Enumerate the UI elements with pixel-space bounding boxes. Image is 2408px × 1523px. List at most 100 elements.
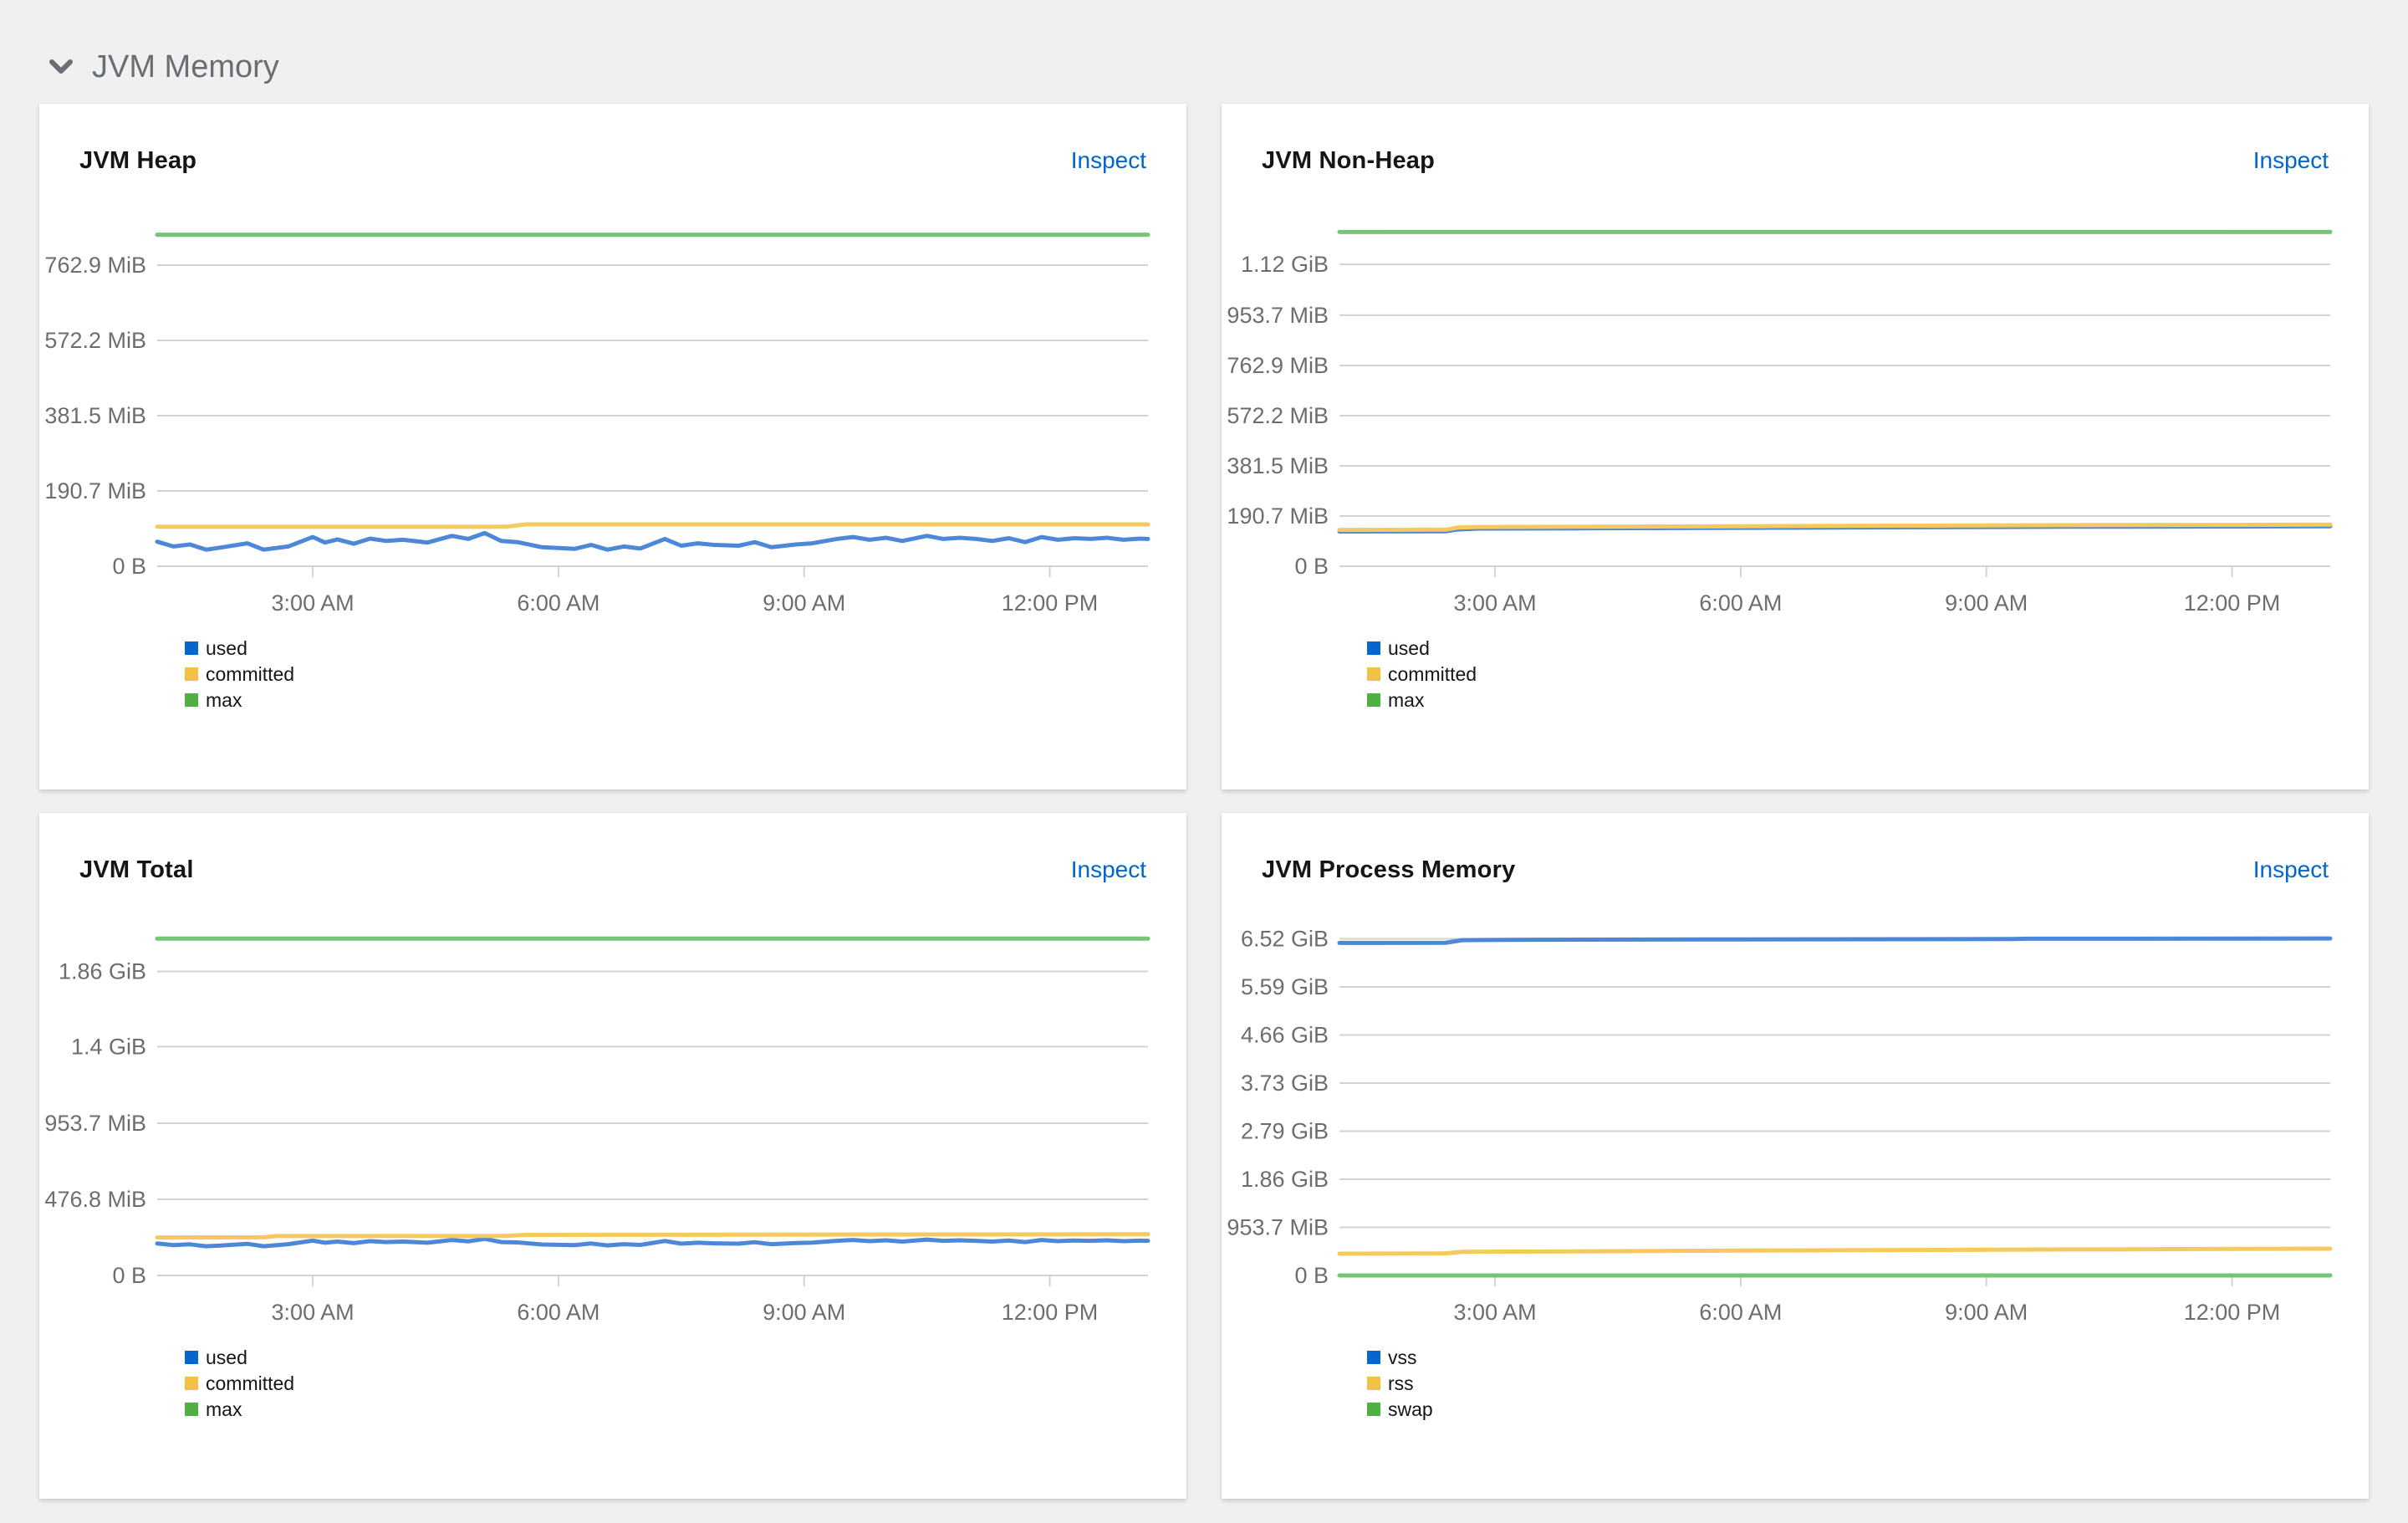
legend-item-used: used bbox=[185, 637, 294, 659]
y-tick-label: 953.7 MiB bbox=[1227, 303, 1329, 328]
legend-item-rss: rss bbox=[1367, 1374, 1433, 1393]
legend-swatch-vss bbox=[1367, 1351, 1380, 1364]
panel-jvm-process-memory: JVM Process Memory Inspect 6.52 GiB 5.59 … bbox=[1222, 813, 2369, 1499]
legend-item-committed: committed bbox=[1367, 663, 1477, 685]
x-tick-label: 3:00 AM bbox=[1454, 590, 1537, 616]
y-tick-label: 381.5 MiB bbox=[44, 403, 146, 428]
x-tick-label: 9:00 AM bbox=[1945, 590, 2028, 616]
x-tick-label: 6:00 AM bbox=[517, 590, 599, 616]
legend-item-swap: swap bbox=[1367, 1398, 1433, 1420]
legend-item-committed: committed bbox=[185, 663, 295, 685]
legend-label: committed bbox=[206, 663, 295, 685]
legend-item-used: used bbox=[185, 1348, 294, 1367]
legend-item-committed: committed bbox=[185, 1374, 294, 1393]
chart-legend: used committed max bbox=[185, 1348, 294, 1420]
legend-swatch-committed bbox=[185, 667, 198, 681]
panel-title: JVM Total bbox=[79, 856, 194, 883]
series-line-committed bbox=[155, 522, 1150, 529]
y-tick-label: 572.2 MiB bbox=[1227, 403, 1329, 428]
series-line-used bbox=[155, 530, 1150, 552]
legend-swatch-rss bbox=[1367, 1377, 1380, 1390]
y-tick-label: 0 B bbox=[112, 1263, 146, 1288]
inspect-link[interactable]: Inspect bbox=[2252, 147, 2329, 173]
line-chart[interactable]: 6.52 GiB 5.59 GiB 4.66 GiB 3.73 GiB 2.79 GiB… bbox=[1222, 910, 2369, 1328]
y-tick-label: 4.66 GiB bbox=[1241, 1023, 1329, 1048]
x-tick-label: 9:00 AM bbox=[1945, 1300, 2028, 1325]
panel-jvm-non-heap: JVM Non-Heap Inspect 1.12 GiB 953.7 MiB 76… bbox=[1222, 104, 2369, 790]
x-tick-label: 9:00 AM bbox=[763, 1300, 845, 1325]
legend-label: max bbox=[206, 1398, 242, 1420]
y-tick-label: 190.7 MiB bbox=[1227, 503, 1329, 529]
legend-swatch-committed bbox=[1367, 667, 1380, 681]
y-tick-label: 953.7 MiB bbox=[44, 1111, 146, 1136]
legend-item-used: used bbox=[1367, 637, 1477, 659]
legend-swatch-max bbox=[185, 1403, 198, 1416]
legend-swatch-used bbox=[185, 641, 198, 655]
y-tick-label: 381.5 MiB bbox=[1227, 453, 1329, 478]
chart-legend: used committed max bbox=[1367, 637, 1477, 711]
panel-header: JVM Total Inspect bbox=[79, 856, 1146, 884]
legend-swatch-used bbox=[1367, 641, 1380, 655]
line-chart[interactable]: 1.86 GiB 1.4 GiB 953.7 MiB 476.8 MiB 0 B 3:00… bbox=[39, 910, 1186, 1328]
chart-legend: used committed max bbox=[185, 637, 295, 711]
inspect-link[interactable]: Inspect bbox=[1070, 147, 1146, 173]
section-header: JVM Memory bbox=[48, 47, 279, 87]
series-line-committed bbox=[1337, 522, 2333, 533]
x-tick-label: 3:00 AM bbox=[272, 1300, 355, 1325]
legend-label: committed bbox=[206, 1372, 295, 1394]
y-tick-label: 0 B bbox=[112, 554, 146, 579]
panel-header: JVM Process Memory Inspect bbox=[1262, 856, 2329, 884]
chevron-down-icon[interactable] bbox=[48, 58, 74, 76]
legend-label: vss bbox=[1388, 1347, 1417, 1368]
x-tick-label: 3:00 AM bbox=[272, 590, 355, 616]
panel-jvm-total: JVM Total Inspect 1.86 GiB 1.4 GiB 953.7 M… bbox=[39, 813, 1186, 1499]
panel-header: JVM Non-Heap Inspect bbox=[1262, 147, 2329, 175]
x-tick-label: 12:00 PM bbox=[2184, 590, 2281, 616]
legend-label: used bbox=[206, 637, 247, 659]
legend-label: used bbox=[1388, 637, 1430, 659]
x-tick-label: 12:00 PM bbox=[1002, 590, 1099, 616]
chart-legend: vss rss swap bbox=[1367, 1348, 1433, 1420]
inspect-link[interactable]: Inspect bbox=[1070, 856, 1146, 882]
x-tick-label: 6:00 AM bbox=[1699, 590, 1782, 616]
y-tick-label: 0 B bbox=[1294, 1263, 1329, 1288]
legend-swatch-max bbox=[185, 693, 198, 707]
line-chart[interactable]: 762.9 MiB 572.2 MiB 381.5 MiB 190.7 MiB 0 B 3… bbox=[39, 201, 1186, 619]
series-line-rss bbox=[1337, 1246, 2333, 1256]
panels-grid: JVM Heap Inspect 762.9 MiB 572.2 MiB 381.5… bbox=[39, 104, 2369, 1499]
legend-swatch-used bbox=[185, 1351, 198, 1364]
legend-label: max bbox=[1388, 689, 1425, 711]
y-tick-label: 953.7 MiB bbox=[1227, 1215, 1329, 1240]
y-tick-label: 190.7 MiB bbox=[44, 478, 146, 503]
line-chart[interactable]: 1.12 GiB 953.7 MiB 762.9 MiB 572.2 MiB 381.5… bbox=[1222, 201, 2369, 619]
legend-label: max bbox=[206, 689, 242, 711]
panel-title: JVM Non-Heap bbox=[1262, 147, 1436, 174]
series-line-vss bbox=[1337, 936, 2333, 945]
legend-swatch-swap bbox=[1367, 1403, 1380, 1416]
x-tick-label: 9:00 AM bbox=[763, 590, 845, 616]
y-tick-label: 762.9 MiB bbox=[1227, 353, 1329, 378]
series-line-used bbox=[155, 1236, 1150, 1249]
series-line-committed bbox=[155, 1232, 1150, 1240]
y-tick-label: 3.73 GiB bbox=[1241, 1071, 1329, 1096]
y-tick-label: 762.9 MiB bbox=[44, 253, 146, 278]
panel-title: JVM Heap bbox=[79, 147, 197, 174]
y-tick-label: 572.2 MiB bbox=[44, 328, 146, 353]
panel-jvm-heap: JVM Heap Inspect 762.9 MiB 572.2 MiB 381.5… bbox=[39, 104, 1186, 790]
legend-swatch-committed bbox=[185, 1377, 198, 1390]
x-tick-label: 3:00 AM bbox=[1454, 1300, 1537, 1325]
legend-label: swap bbox=[1388, 1398, 1433, 1420]
legend-item-max: max bbox=[185, 689, 294, 711]
x-tick-label: 6:00 AM bbox=[1699, 1300, 1782, 1325]
legend-item-vss: vss bbox=[1367, 1348, 1433, 1367]
y-tick-label: 1.12 GiB bbox=[1241, 252, 1329, 277]
section-title: JVM Memory bbox=[92, 49, 279, 84]
inspect-link[interactable]: Inspect bbox=[2252, 856, 2329, 882]
legend-label: committed bbox=[1388, 663, 1477, 685]
y-tick-label: 1.86 GiB bbox=[59, 958, 146, 984]
x-tick-label: 6:00 AM bbox=[517, 1300, 599, 1325]
y-tick-label: 1.86 GiB bbox=[1241, 1167, 1329, 1192]
legend-item-max: max bbox=[185, 1398, 294, 1420]
panel-title: JVM Process Memory bbox=[1262, 856, 1516, 883]
panel-header: JVM Heap Inspect bbox=[79, 147, 1146, 175]
